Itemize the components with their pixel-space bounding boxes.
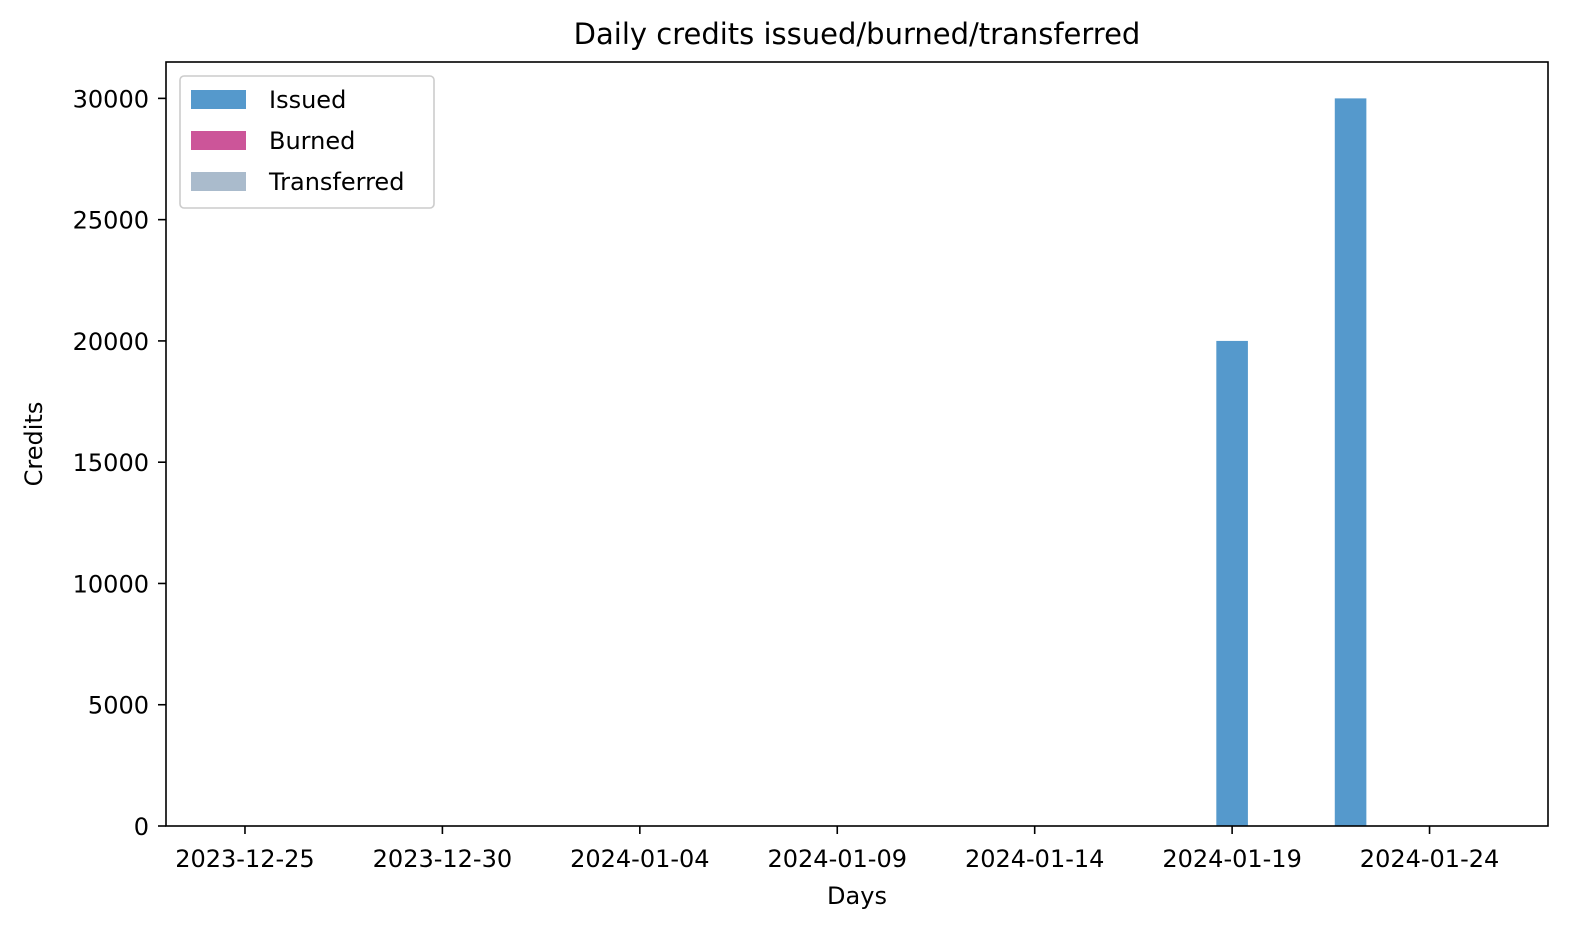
x-tick-label: 2024-01-14 <box>965 845 1104 873</box>
x-tick-label: 2023-12-25 <box>175 845 314 873</box>
legend-swatch-burned <box>191 131 246 150</box>
y-axis-ticks: 0 5000 10000 15000 20000 25000 30000 <box>73 85 166 841</box>
y-tick-label: 0 <box>134 813 149 841</box>
y-tick-label: 5000 <box>88 692 149 720</box>
y-tick-label: 20000 <box>73 328 149 356</box>
x-tick-label: 2024-01-09 <box>768 845 907 873</box>
x-tick-label: 2024-01-04 <box>570 845 709 873</box>
chart-title: Daily credits issued/burned/transferred <box>574 17 1141 51</box>
bars-layer <box>1216 98 1367 826</box>
legend-label-issued: Issued <box>269 86 346 114</box>
legend-label-transferred: Transferred <box>268 168 404 196</box>
legend: Issued Burned Transferred <box>179 75 435 209</box>
legend-label-burned: Burned <box>269 127 355 155</box>
y-tick-label: 10000 <box>73 570 149 598</box>
x-axis-ticks: 2023-12-25 2023-12-30 2024-01-04 2024-01-09… <box>175 826 1499 873</box>
y-axis-title: Credits <box>20 402 48 487</box>
y-tick-label: 25000 <box>73 207 149 235</box>
x-tick-label: 2023-12-30 <box>373 845 512 873</box>
bar-issued-2024-01-22 <box>1334 98 1367 826</box>
x-tick-label: 2024-01-24 <box>1360 845 1499 873</box>
legend-swatch-issued <box>191 90 246 109</box>
x-axis-title: Days <box>827 882 887 910</box>
x-tick-label: 2024-01-19 <box>1162 845 1301 873</box>
legend-swatch-transferred <box>191 172 246 191</box>
plot-frame <box>165 61 1549 827</box>
y-tick-label: 15000 <box>73 449 149 477</box>
y-tick-label: 30000 <box>73 85 149 113</box>
bar-issued-2024-01-19 <box>1216 340 1248 826</box>
